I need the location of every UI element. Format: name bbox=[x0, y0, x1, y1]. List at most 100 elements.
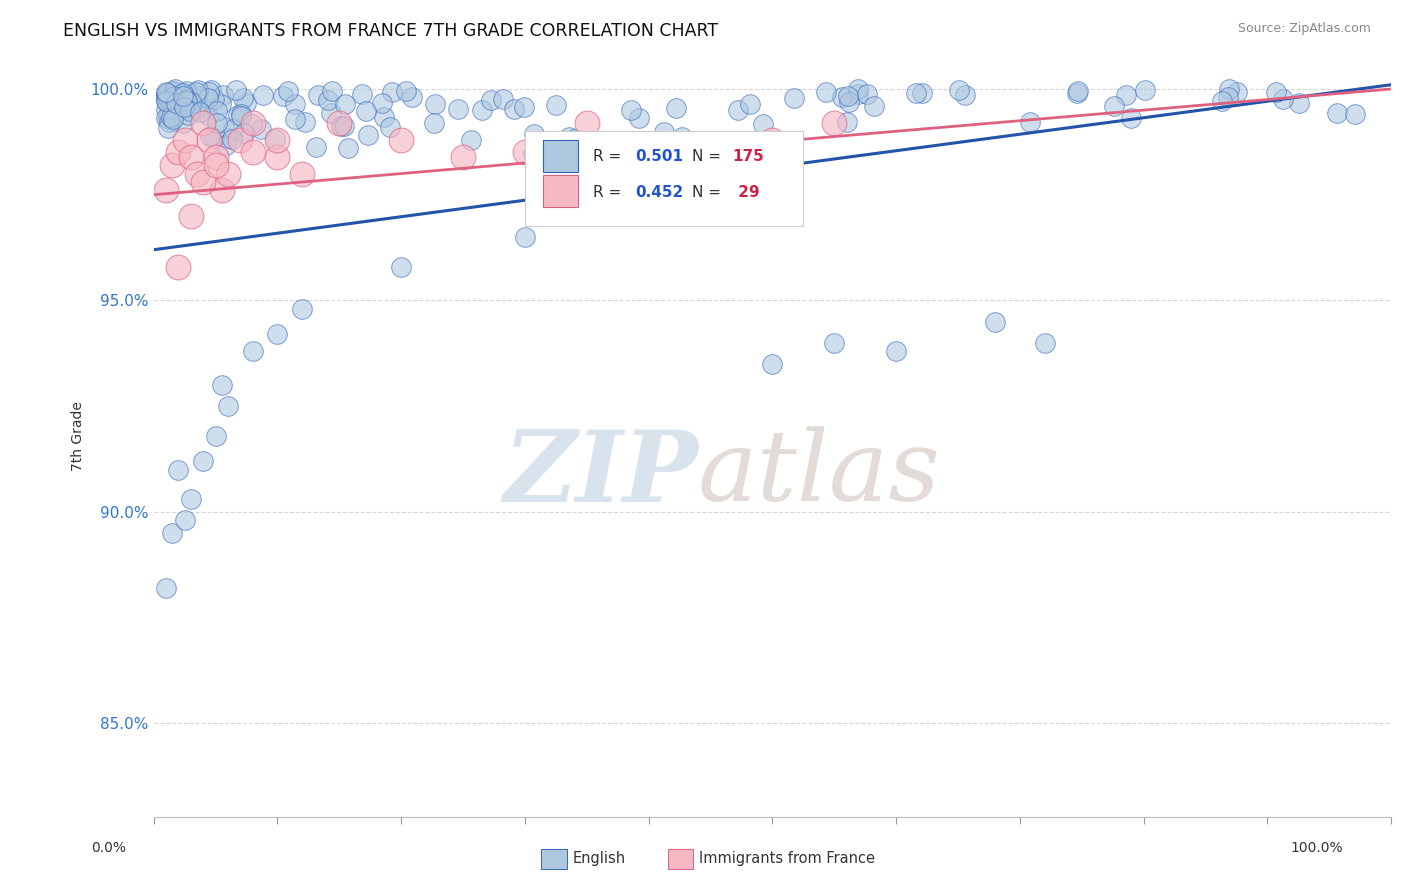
Text: 175: 175 bbox=[733, 149, 765, 164]
Point bbox=[162, 84, 184, 98]
Point bbox=[242, 145, 264, 160]
Point bbox=[162, 88, 184, 103]
Point bbox=[948, 83, 970, 97]
Point bbox=[232, 91, 254, 105]
Point bbox=[155, 87, 177, 102]
Point bbox=[184, 100, 207, 114]
Point bbox=[160, 110, 183, 124]
Point bbox=[160, 113, 183, 128]
Point bbox=[357, 128, 380, 142]
Point bbox=[229, 133, 252, 147]
Point bbox=[211, 184, 233, 198]
Point bbox=[984, 315, 1007, 329]
Point bbox=[1033, 335, 1056, 350]
Point bbox=[155, 581, 177, 595]
Point bbox=[389, 260, 412, 274]
Point bbox=[1067, 84, 1090, 98]
Point bbox=[180, 492, 202, 507]
Point bbox=[318, 93, 340, 107]
Point bbox=[204, 150, 226, 164]
Point bbox=[264, 132, 287, 146]
Point bbox=[294, 115, 316, 129]
Point bbox=[160, 158, 183, 172]
Point bbox=[1115, 87, 1137, 102]
Point bbox=[184, 87, 207, 102]
Point bbox=[225, 83, 247, 97]
Point bbox=[378, 120, 401, 134]
Point bbox=[523, 127, 546, 141]
Point bbox=[184, 86, 207, 100]
Bar bbox=[544, 140, 578, 171]
Point bbox=[242, 344, 264, 359]
Point bbox=[336, 141, 359, 155]
Point bbox=[217, 399, 239, 413]
Point bbox=[173, 100, 195, 114]
Point bbox=[176, 93, 198, 107]
Point bbox=[328, 116, 350, 130]
Point bbox=[471, 103, 494, 117]
Point bbox=[180, 95, 202, 110]
Point bbox=[544, 98, 567, 112]
Point bbox=[162, 112, 184, 127]
Point bbox=[214, 120, 236, 134]
Point bbox=[160, 526, 183, 541]
Text: N =: N = bbox=[692, 185, 725, 200]
Point bbox=[222, 121, 245, 136]
Bar bbox=[544, 176, 578, 208]
Point bbox=[266, 327, 288, 342]
Text: English: English bbox=[572, 851, 626, 865]
Point bbox=[191, 454, 214, 468]
Point bbox=[197, 108, 219, 122]
Point bbox=[460, 133, 482, 147]
Text: Immigrants from France: Immigrants from France bbox=[699, 851, 875, 865]
Point bbox=[423, 96, 446, 111]
Y-axis label: 7th Grade: 7th Grade bbox=[72, 401, 86, 471]
Point bbox=[188, 104, 211, 119]
Point bbox=[838, 95, 860, 109]
Point bbox=[350, 87, 373, 102]
Point bbox=[174, 84, 197, 98]
Point bbox=[513, 145, 536, 160]
Point bbox=[191, 116, 214, 130]
Point bbox=[846, 82, 869, 96]
Point bbox=[321, 106, 343, 120]
Text: 0.501: 0.501 bbox=[636, 149, 683, 164]
Point bbox=[173, 115, 195, 129]
Point bbox=[169, 86, 191, 100]
Point bbox=[329, 119, 352, 133]
Text: R =: R = bbox=[593, 185, 626, 200]
Point bbox=[156, 111, 179, 125]
Point bbox=[186, 167, 208, 181]
Point bbox=[627, 112, 650, 126]
Point bbox=[513, 230, 536, 244]
Point bbox=[179, 104, 201, 119]
Point bbox=[823, 335, 845, 350]
Point bbox=[156, 86, 179, 100]
Point bbox=[187, 83, 209, 97]
Point bbox=[1211, 94, 1233, 108]
Point bbox=[1272, 92, 1295, 106]
Point bbox=[953, 87, 976, 102]
Point bbox=[1344, 106, 1367, 120]
FancyBboxPatch shape bbox=[524, 131, 803, 227]
Point bbox=[173, 133, 195, 147]
Point bbox=[198, 85, 221, 99]
Point bbox=[305, 140, 328, 154]
Point bbox=[214, 138, 236, 153]
Point bbox=[911, 86, 934, 100]
Point bbox=[172, 86, 194, 100]
Point bbox=[155, 111, 177, 125]
Point bbox=[179, 88, 201, 103]
Point bbox=[848, 87, 870, 102]
Point bbox=[1226, 86, 1249, 100]
Point bbox=[176, 108, 198, 122]
Point bbox=[354, 103, 377, 118]
Point bbox=[271, 89, 294, 103]
Point bbox=[231, 109, 253, 123]
Point bbox=[200, 83, 222, 97]
Point bbox=[389, 133, 412, 147]
Point bbox=[176, 97, 198, 112]
Text: ZIP: ZIP bbox=[503, 425, 699, 522]
Text: 29: 29 bbox=[733, 185, 759, 200]
Point bbox=[155, 184, 177, 198]
